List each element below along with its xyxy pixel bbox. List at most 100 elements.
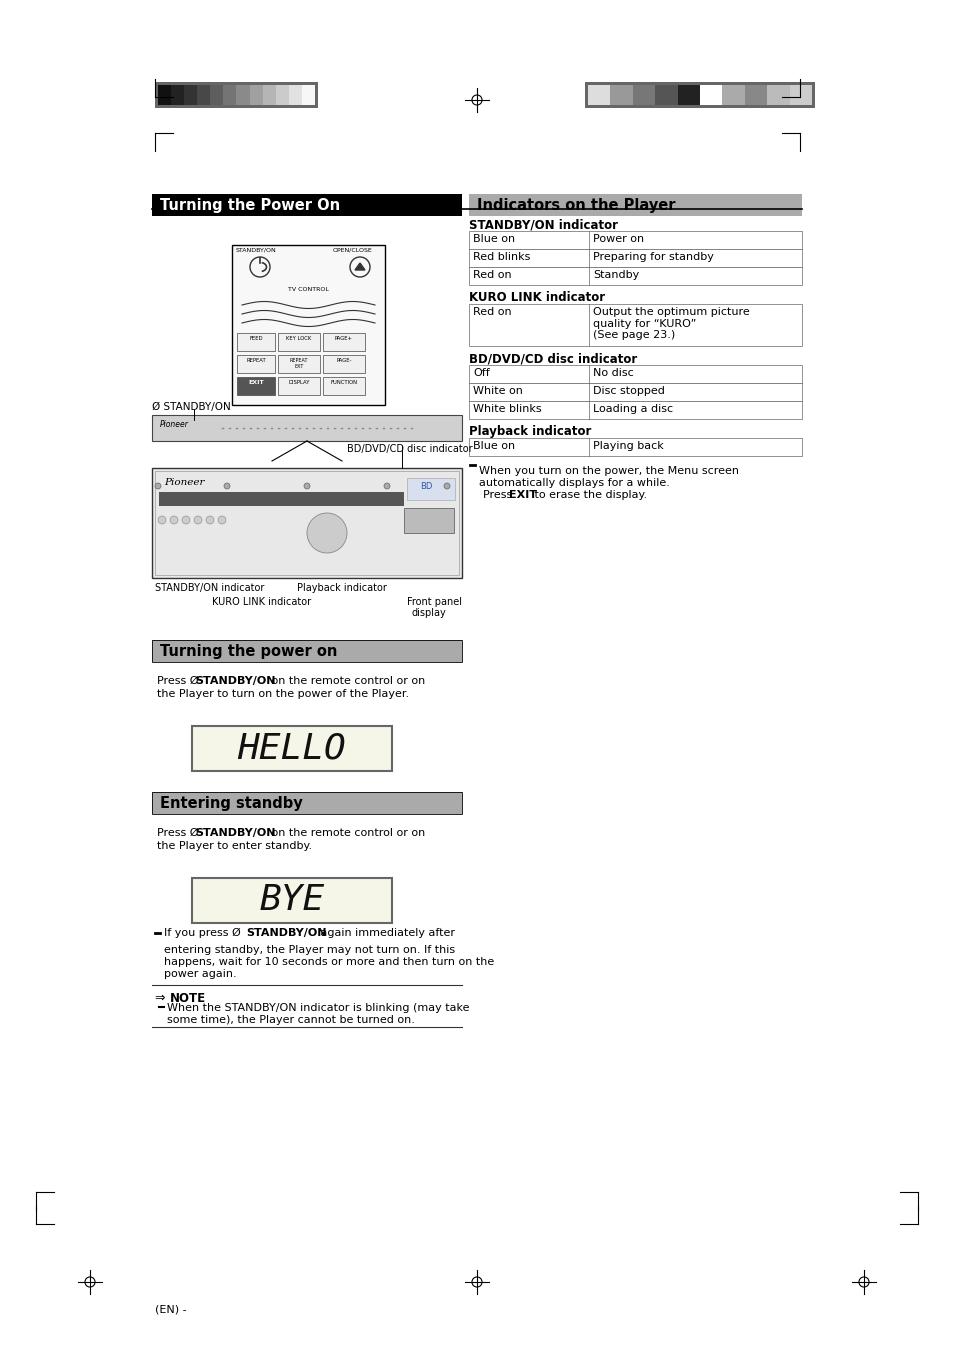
Text: automatically displays for a while.: automatically displays for a while. [478,478,669,487]
Bar [152,194,461,216]
Bar [210,85,224,105]
Text: Standby: Standby [593,270,639,279]
Text: Pioneer: Pioneer [164,478,204,487]
Text: KEY LOCK: KEY LOCK [286,336,312,342]
Bar [610,85,633,105]
Bar [403,508,454,533]
Bar [700,85,722,105]
Bar [152,792,461,814]
Bar [192,878,392,923]
Bar [236,377,274,396]
Text: display: display [412,608,446,618]
Text: BD/DVD/CD disc indicator: BD/DVD/CD disc indicator [469,352,637,365]
Text: EXIT: EXIT [248,379,264,385]
Bar [152,792,461,814]
Circle shape [158,516,166,524]
Bar [159,491,403,506]
Bar [766,85,789,105]
Bar [223,85,236,105]
Bar [262,85,276,105]
Circle shape [154,483,161,489]
Bar [192,726,392,771]
Text: Disc stopped: Disc stopped [593,386,664,396]
Text: Loading a disc: Loading a disc [593,404,673,414]
Text: Entering standby: Entering standby [160,796,302,811]
Circle shape [206,516,213,524]
Circle shape [307,513,347,554]
Text: Ø STANDBY/ON: Ø STANDBY/ON [152,402,231,412]
Polygon shape [355,263,365,270]
Text: If you press Ø: If you press Ø [164,927,244,938]
Text: some time), the Player cannot be turned on.: some time), the Player cannot be turned … [167,1015,415,1025]
Text: BD: BD [419,482,432,491]
Bar [407,478,455,500]
Bar [744,85,767,105]
Text: EXT: EXT [294,364,303,369]
Text: REPEAT: REPEAT [290,358,308,363]
Text: Blue on: Blue on [473,234,515,244]
Text: Red on: Red on [473,270,511,279]
Bar [469,194,801,216]
Bar [677,85,700,105]
Bar [721,85,744,105]
Text: to erase the display.: to erase the display. [530,490,646,500]
Bar [152,640,461,662]
Bar [587,85,610,105]
Bar [154,471,458,575]
Text: No disc: No disc [593,369,633,378]
Bar [277,377,319,396]
Text: When you turn on the power, the Menu screen: When you turn on the power, the Menu scr… [478,466,739,477]
Circle shape [384,483,390,489]
Text: Pioneer: Pioneer [160,420,189,429]
Bar [152,414,461,441]
Bar [152,640,461,662]
Bar [469,267,801,285]
Circle shape [170,516,178,524]
Text: Output the optimum picture
quality for “KURO”
(See page 23.): Output the optimum picture quality for “… [593,306,749,340]
Text: on the remote control or on: on the remote control or on [268,676,425,686]
Text: STANDBY/ON indicator: STANDBY/ON indicator [154,583,264,593]
Bar [236,333,274,351]
Bar [152,468,461,578]
Text: Indicators on the Player: Indicators on the Player [476,198,675,213]
Circle shape [443,483,450,489]
Text: Preparing for standby: Preparing for standby [593,252,713,262]
Circle shape [182,516,190,524]
Text: Press Ø: Press Ø [157,676,202,686]
Bar [469,231,801,248]
Text: REPEAT: REPEAT [246,358,266,363]
Text: Turning the power on: Turning the power on [160,644,337,659]
Bar [469,383,801,401]
Text: Blue on: Blue on [473,441,515,451]
Text: the Player to enter standby.: the Player to enter standby. [157,841,312,850]
Bar [232,244,385,405]
Text: STANDBY/ON: STANDBY/ON [194,676,275,686]
Bar [277,333,319,351]
Text: STANDBY/ON: STANDBY/ON [194,828,275,838]
Text: BYE: BYE [259,883,324,918]
Bar [655,85,678,105]
Circle shape [304,483,310,489]
Text: PAGE-: PAGE- [336,358,352,363]
Text: Front panel: Front panel [407,597,461,608]
Bar [236,85,250,105]
Bar [584,82,814,108]
Text: Playing back: Playing back [593,441,663,451]
Bar [323,333,365,351]
Text: (EN) -: (EN) - [154,1305,187,1315]
Text: on the remote control or on: on the remote control or on [268,828,425,838]
Bar [301,85,315,105]
Text: TV CONTROL: TV CONTROL [287,288,328,292]
Circle shape [224,483,230,489]
Text: KURO LINK indicator: KURO LINK indicator [469,292,604,304]
Text: Off: Off [473,369,489,378]
Text: again immediately after: again immediately after [316,927,455,938]
Bar [469,304,801,346]
Bar [197,85,211,105]
Bar [469,401,801,418]
Circle shape [218,516,226,524]
Text: ⇒: ⇒ [153,992,164,1004]
Bar [171,85,185,105]
Text: happens, wait for 10 seconds or more and then turn on the: happens, wait for 10 seconds or more and… [164,957,494,967]
Text: Turning the Power On: Turning the Power On [160,198,340,213]
